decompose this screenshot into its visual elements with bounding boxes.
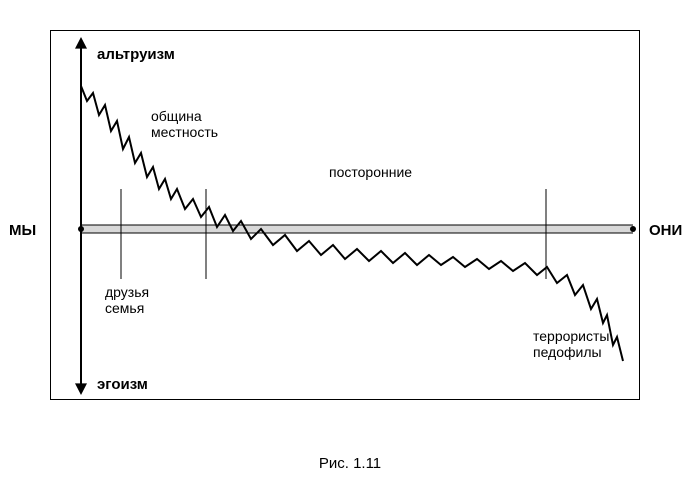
label-group4a: террористы — [533, 328, 609, 344]
label-group3: посторонние — [329, 164, 412, 180]
label-bottom: эгоизм — [97, 376, 148, 393]
label-group2b: местность — [151, 124, 218, 140]
chart-frame: альтруизмэгоизмМЫОНИдрузьясемьяобщинамес… — [50, 30, 640, 400]
label-group4b: педофилы — [533, 344, 602, 360]
label-right: ОНИ — [649, 222, 682, 239]
label-top: альтруизм — [97, 46, 175, 63]
label-group2a: община — [151, 108, 202, 124]
label-group1b: семья — [105, 300, 144, 316]
figure-caption: Рис. 1.11 — [0, 455, 700, 472]
chart-svg: альтруизмэгоизмМЫОНИдрузьясемьяобщинамес… — [51, 31, 641, 401]
label-group1a: друзья — [105, 284, 149, 300]
label-left: МЫ — [9, 222, 36, 239]
